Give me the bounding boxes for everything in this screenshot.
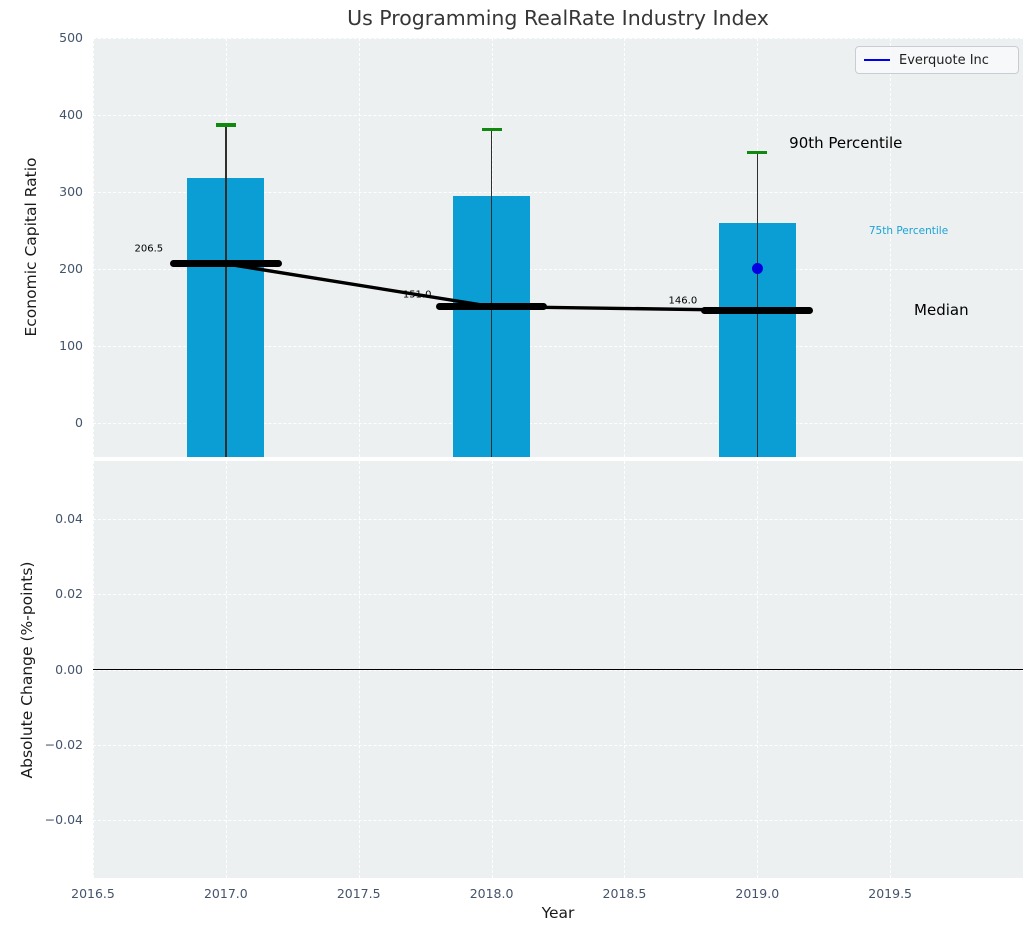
zero-change-line (93, 668, 1023, 671)
axes-absolute-change (93, 461, 1023, 878)
median-value-label: 206.5 (134, 243, 164, 255)
gridline-vertical (93, 38, 94, 457)
y-tick-label: 0.02 (55, 586, 83, 602)
y-tick-label: 500 (59, 30, 83, 45)
gridline-horizontal (93, 422, 1023, 424)
legend-line-swatch (864, 58, 890, 62)
cap-90th-percentile (747, 150, 768, 155)
median-line (170, 260, 282, 268)
x-tick-label: 2016.5 (71, 886, 115, 901)
gridline-vertical (890, 38, 892, 457)
y-tick-label: 400 (59, 106, 83, 122)
annotation-90th-percentile: 90th Percentile (789, 134, 903, 153)
whisker-90th-percentile (756, 152, 758, 457)
y-tick-label: −0.04 (44, 812, 83, 828)
whisker-90th-percentile (225, 124, 227, 457)
gridline-horizontal (93, 594, 1023, 596)
y-tick-label: −0.02 (44, 736, 83, 752)
x-tick-label: 2019.0 (735, 886, 780, 901)
x-axis-label: Year (541, 904, 575, 922)
median-line (435, 303, 548, 311)
y-tick-label: 0.04 (55, 510, 83, 526)
x-tick-label: 2017.5 (336, 886, 381, 901)
y-tick-label: 100 (59, 337, 83, 353)
y-tick-label: 300 (59, 183, 83, 199)
x-tick-label: 2018.0 (469, 886, 514, 901)
gridline-horizontal (93, 345, 1023, 347)
annotation-median: Median (914, 300, 969, 319)
median-connector-line (225, 262, 758, 313)
y-tick-label: 200 (59, 260, 83, 276)
annotation-75th-percentile: 75th Percentile (868, 225, 949, 238)
chart-title: Us Programming RealRate Industry Index (347, 6, 769, 30)
gridline-horizontal (93, 191, 1023, 193)
gridline-vertical (358, 38, 360, 457)
company-point-everquote (751, 263, 763, 275)
x-tick-label: 2018.5 (602, 886, 647, 901)
cap-90th-percentile (481, 127, 502, 132)
median-line (701, 306, 814, 314)
median-value-label: 146.0 (668, 295, 698, 307)
gridline-vertical (624, 38, 626, 457)
gridline-horizontal (93, 268, 1023, 270)
y-tick-label: 0.00 (55, 661, 83, 677)
legend-label: Everquote Inc (899, 52, 989, 68)
x-tick-label: 2019.5 (868, 886, 913, 901)
axes-economic-capital-ratio: 206.5 151.0 146.0 90th Percentile 75th Perce… (93, 38, 1023, 457)
legend: Everquote Inc (855, 46, 1019, 74)
gridline-horizontal (93, 38, 1023, 39)
whisker-90th-percentile (490, 129, 493, 457)
x-tick-label: 2017.0 (203, 886, 248, 901)
cap-90th-percentile (215, 123, 236, 127)
median-value-label: 151.0 (402, 289, 432, 301)
gridline-horizontal (93, 820, 1023, 822)
gridline-horizontal (93, 518, 1023, 520)
gridline-horizontal (93, 744, 1023, 746)
y-tick-label: 0 (75, 414, 83, 430)
gridline-horizontal (93, 114, 1023, 116)
